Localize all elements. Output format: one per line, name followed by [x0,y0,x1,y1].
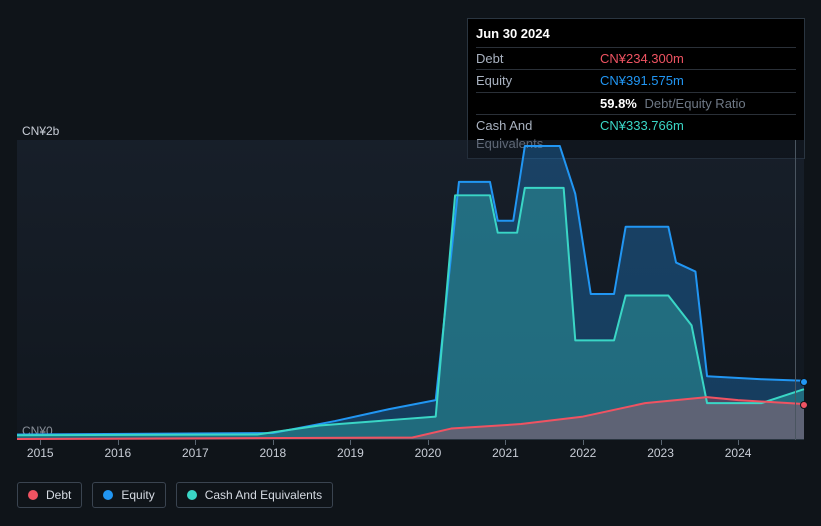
x-tick-label: 2017 [182,446,209,460]
x-axis: 2015 2016 2017 2018 2019 2020 2021 2022 2023 2024 [17,446,804,466]
x-tick-label: 2016 [104,446,131,460]
x-tick-mark [40,440,41,445]
y-axis-max-label: CN¥2b [22,124,59,138]
series-end-marker [800,378,808,386]
x-tick-mark [738,440,739,445]
tooltip-date: Jun 30 2024 [476,25,796,43]
x-tick-mark [583,440,584,445]
x-tick-label: 2018 [260,446,287,460]
chart-hover-line [795,140,796,440]
series-end-marker [800,401,808,409]
legend-label: Debt [46,488,71,502]
legend-item-equity[interactable]: Equity [92,482,165,508]
x-tick-mark [273,440,274,445]
chart-legend: Debt Equity Cash And Equivalents [17,482,333,508]
x-tick-label: 2022 [570,446,597,460]
x-tick-label: 2020 [415,446,442,460]
x-tick-label: 2015 [27,446,54,460]
x-tick-mark [350,440,351,445]
legend-label: Equity [121,488,154,502]
tooltip-row-value: 59.8% Debt/Equity Ratio [600,95,746,113]
x-tick-mark [118,440,119,445]
legend-swatch [103,490,113,500]
tooltip-row-label [476,95,600,113]
legend-item-debt[interactable]: Debt [17,482,82,508]
legend-swatch [28,490,38,500]
tooltip-row: DebtCN¥234.300m [476,47,796,70]
x-tick-mark [661,440,662,445]
tooltip-row-value: CN¥391.575m [600,72,684,90]
x-tick-mark [505,440,506,445]
x-tick-label: 2019 [337,446,364,460]
tooltip-row: 59.8% Debt/Equity Ratio [476,92,796,115]
tooltip-row: EquityCN¥391.575m [476,69,796,92]
legend-item-cash-and-equivalents[interactable]: Cash And Equivalents [176,482,333,508]
x-tick-label: 2024 [725,446,752,460]
legend-swatch [187,490,197,500]
x-tick-mark [195,440,196,445]
x-tick-mark [428,440,429,445]
tooltip-row-label: Debt [476,50,600,68]
chart-tooltip: Jun 30 2024 DebtCN¥234.300mEquityCN¥391.… [467,18,805,159]
x-tick-label: 2023 [647,446,674,460]
legend-label: Cash And Equivalents [205,488,322,502]
tooltip-row-label: Equity [476,72,600,90]
chart-plot-area[interactable] [17,140,804,440]
tooltip-row-value: CN¥234.300m [600,50,684,68]
chart-svg [17,140,804,439]
x-tick-label: 2021 [492,446,519,460]
